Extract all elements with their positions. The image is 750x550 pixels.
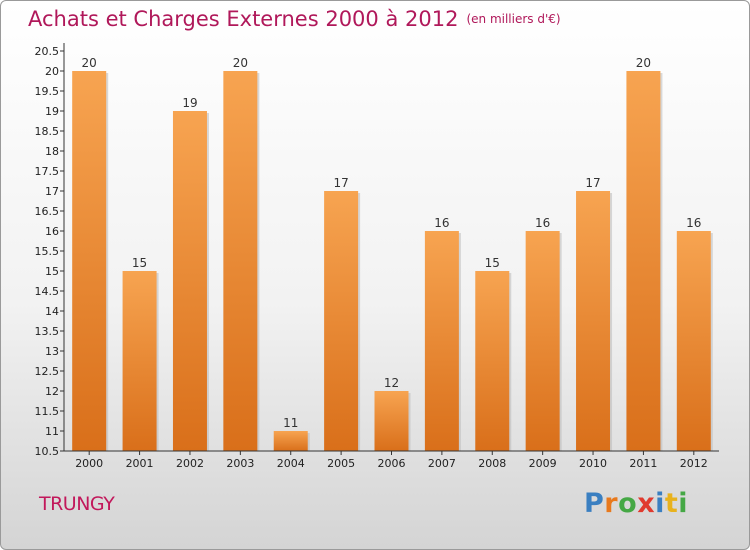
bar-value-label: 15 (132, 256, 147, 270)
x-tick-label: 2000 (75, 457, 103, 470)
y-tick-label: 12.5 (35, 365, 60, 378)
y-tick-label: 16.5 (35, 205, 60, 218)
logo-letter: t (664, 488, 679, 519)
axis-layer: 10.5 11 11.5 12 12.5 13 13.5 14 14.5 15 15.5 16 16.5… (35, 43, 719, 470)
bar-value-label: 17 (333, 176, 348, 190)
bar-value-label: 16 (434, 216, 449, 230)
y-tick-label: 16 (45, 225, 59, 238)
x-tick-label: 2012 (680, 457, 708, 470)
bar (273, 431, 308, 451)
bar (475, 271, 510, 451)
bar-value-label: 20 (636, 56, 651, 70)
bar-value-label: 19 (182, 96, 197, 110)
y-tick-label: 20 (45, 65, 59, 78)
bar-value-label: 15 (485, 256, 500, 270)
bar (72, 71, 107, 451)
logo-letter: r (604, 488, 619, 519)
y-tick-label: 10.5 (35, 445, 60, 458)
logo-letter: i (655, 488, 665, 519)
x-tick-label: 2011 (629, 457, 657, 470)
bar-value-label: 16 (535, 216, 550, 230)
x-tick-label: 2008 (478, 457, 506, 470)
bar (172, 111, 207, 451)
x-tick-label: 2009 (529, 457, 557, 470)
bar (525, 231, 560, 451)
x-tick-label: 2010 (579, 457, 607, 470)
bar (122, 271, 157, 451)
logo-letter: i (678, 488, 689, 519)
chart-unit: (en milliers d'€) (466, 12, 561, 26)
y-tick-label: 19 (45, 105, 59, 118)
y-tick-label: 14 (45, 305, 59, 318)
commune-name: TRUNGY (39, 493, 115, 515)
bar (676, 231, 711, 451)
bar-value-label: 12 (384, 376, 399, 390)
bar-value-label: 20 (233, 56, 248, 70)
bar (324, 191, 359, 451)
y-tick-label: 13 (45, 345, 59, 358)
bar (374, 391, 409, 451)
proxiti-logo: Proxiti (584, 488, 688, 519)
y-tick-label: 11.5 (35, 405, 60, 418)
y-tick-label: 11 (45, 425, 59, 438)
chart-title: Achats et Charges Externes 2000 à 2012 (e… (28, 7, 561, 31)
y-tick-label: 18.5 (35, 125, 60, 138)
x-tick-label: 2002 (176, 457, 204, 470)
bar-value-label: 17 (585, 176, 600, 190)
y-tick-label: 12 (45, 385, 59, 398)
bar-value-label: 20 (82, 56, 97, 70)
y-tick-label: 19.5 (35, 85, 60, 98)
bar (576, 191, 611, 451)
logo-letter: P (584, 488, 605, 519)
bar-value-label: 16 (686, 216, 701, 230)
chart-title-text: Achats et Charges Externes 2000 à 2012 (28, 7, 459, 31)
bar (424, 231, 459, 451)
y-tick-label: 17.5 (35, 165, 60, 178)
bar-value-label: 11 (283, 416, 298, 430)
bar (626, 71, 661, 451)
y-tick-label: 17 (45, 185, 59, 198)
y-tick-label: 15 (45, 265, 59, 278)
bars-layer: 20 15 19 20 11 17 12 16 15 16 17 20 16 (72, 56, 713, 451)
bar (223, 71, 258, 451)
y-tick-label: 18 (45, 145, 59, 158)
x-tick-label: 2003 (226, 457, 254, 470)
x-tick-label: 2001 (126, 457, 154, 470)
logo-letter: o (618, 488, 638, 519)
y-tick-label: 14.5 (35, 285, 60, 298)
y-tick-label: 20.5 (35, 45, 60, 58)
x-tick-label: 2006 (378, 457, 406, 470)
x-tick-label: 2004 (277, 457, 305, 470)
y-tick-label: 15.5 (35, 245, 60, 258)
y-tick-label: 13.5 (35, 325, 60, 338)
x-tick-label: 2005 (327, 457, 355, 470)
logo-letter: x (637, 488, 656, 519)
x-tick-label: 2007 (428, 457, 456, 470)
